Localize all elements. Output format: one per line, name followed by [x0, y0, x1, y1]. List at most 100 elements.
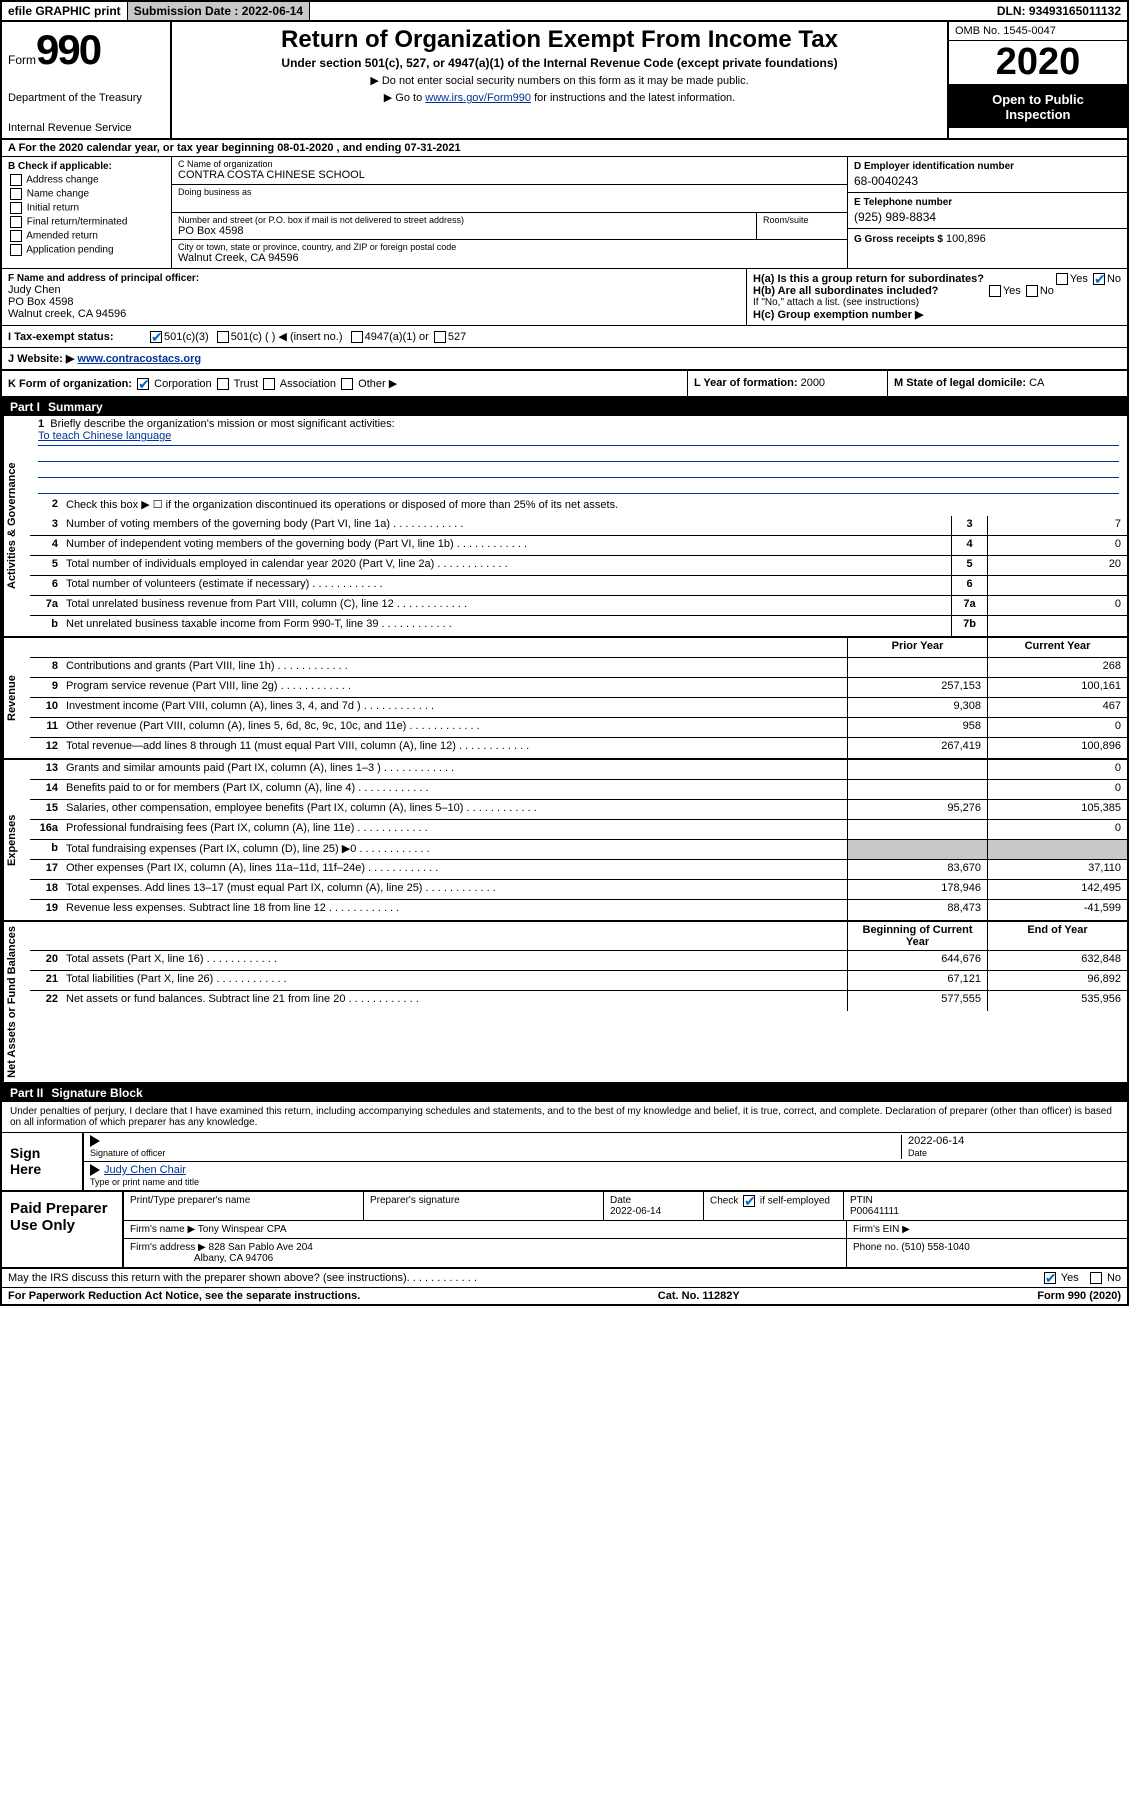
- signature-declaration: Under penalties of perjury, I declare th…: [2, 1102, 1127, 1133]
- summary-line: 7aTotal unrelated business revenue from …: [30, 596, 1127, 616]
- dln: DLN: 93493165011132: [991, 2, 1127, 20]
- gross-receipts: 100,896: [946, 233, 986, 245]
- chk-corporation[interactable]: [137, 378, 149, 390]
- chk-discuss-no[interactable]: [1090, 1272, 1102, 1284]
- summary-line: bNet unrelated business taxable income f…: [30, 616, 1127, 636]
- row-i-tax-status: I Tax-exempt status: 501(c)(3) 501(c) ( …: [2, 326, 1127, 348]
- line-a-tax-year: A For the 2020 calendar year, or tax yea…: [2, 140, 1127, 157]
- chk-4947[interactable]: [351, 331, 363, 343]
- form-990-page: efile GRAPHIC print Submission Date : 20…: [0, 0, 1129, 1306]
- summary-line: 5Total number of individuals employed in…: [30, 556, 1127, 576]
- sign-here-block: Sign Here Signature of officer 2022-06-1…: [2, 1133, 1127, 1192]
- city-state-zip: Walnut Creek, CA 94596: [178, 252, 841, 264]
- summary-line: 15Salaries, other compensation, employee…: [30, 800, 1127, 820]
- chk-501c[interactable]: [217, 331, 229, 343]
- arrow-icon: [90, 1164, 100, 1176]
- omb-number: OMB No. 1545-0047: [949, 22, 1127, 41]
- dept-treasury: Department of the Treasury: [8, 92, 164, 104]
- chk-527[interactable]: [434, 331, 446, 343]
- net-assets-section: Net Assets or Fund Balances Beginning of…: [2, 922, 1127, 1084]
- chk-address-change[interactable]: Address change: [8, 174, 165, 186]
- summary-line: 13Grants and similar amounts paid (Part …: [30, 760, 1127, 780]
- discuss-row: May the IRS discuss this return with the…: [2, 1269, 1127, 1287]
- chk-amended[interactable]: Amended return: [8, 230, 165, 242]
- summary-line: 3Number of voting members of the governi…: [30, 516, 1127, 536]
- form-title: Return of Organization Exempt From Incom…: [180, 26, 939, 54]
- chk-association[interactable]: [263, 378, 275, 390]
- expenses-section: Expenses 13Grants and similar amounts pa…: [2, 760, 1127, 922]
- summary-line: 16aProfessional fundraising fees (Part I…: [30, 820, 1127, 840]
- chk-self-employed[interactable]: [743, 1195, 755, 1207]
- chk-discuss-yes[interactable]: [1044, 1272, 1056, 1284]
- header-left: Form 990 Department of the Treasury Inte…: [2, 22, 172, 138]
- form-header: Form 990 Department of the Treasury Inte…: [2, 22, 1127, 140]
- paid-preparer-block: Paid Preparer Use Only Print/Type prepar…: [2, 1192, 1127, 1269]
- row-f-h: F Name and address of principal officer:…: [2, 269, 1127, 326]
- summary-line: 11Other revenue (Part VIII, column (A), …: [30, 718, 1127, 738]
- sign-date: 2022-06-14: [908, 1135, 964, 1147]
- ein: 68-0040243: [854, 174, 1121, 188]
- vlabel-net: Net Assets or Fund Balances: [2, 922, 30, 1082]
- mission-block: 1 Briefly describe the organization's mi…: [30, 416, 1127, 496]
- vlabel-exp: Expenses: [2, 760, 30, 920]
- row-j-website: J Website: ▶ www.contracostacs.org: [2, 348, 1127, 371]
- summary-line: bTotal fundraising expenses (Part IX, co…: [30, 840, 1127, 860]
- instruction-link: ▶ Go to www.irs.gov/Form990 for instruct…: [180, 91, 939, 104]
- row-k-l-m: K Form of organization: Corporation Trus…: [2, 371, 1127, 398]
- efile-label: efile GRAPHIC print: [2, 2, 128, 20]
- vlabel-ag: Activities & Governance: [2, 416, 30, 636]
- vlabel-rev: Revenue: [2, 638, 30, 758]
- firm-address: 828 San Pablo Ave 204: [209, 1242, 313, 1253]
- summary-line: 21Total liabilities (Part X, line 26)67,…: [30, 971, 1127, 991]
- arrow-icon: [90, 1135, 100, 1147]
- ptin: P00641111: [850, 1206, 899, 1217]
- dept-irs: Internal Revenue Service: [8, 122, 164, 134]
- header-right: OMB No. 1545-0047 2020 Open to Public In…: [947, 22, 1127, 138]
- entity-block: B Check if applicable: Address change Na…: [2, 157, 1127, 269]
- part-2-header: Part II Signature Block: [2, 1084, 1127, 1102]
- summary-line: 20Total assets (Part X, line 16)644,6766…: [30, 951, 1127, 971]
- footer-row: For Paperwork Reduction Act Notice, see …: [2, 1287, 1127, 1304]
- chk-app-pending[interactable]: Application pending: [8, 244, 165, 256]
- activities-governance: Activities & Governance 1 Briefly descri…: [2, 416, 1127, 638]
- org-name: CONTRA COSTA CHINESE SCHOOL: [178, 169, 841, 181]
- summary-line: 8Contributions and grants (Part VIII, li…: [30, 658, 1127, 678]
- website-link[interactable]: www.contracostacs.org: [77, 353, 201, 365]
- summary-line: 4Number of independent voting members of…: [30, 536, 1127, 556]
- irs-link[interactable]: www.irs.gov/Form990: [425, 92, 531, 104]
- chk-other[interactable]: [341, 378, 353, 390]
- officer-name-printed: Judy Chen Chair: [104, 1164, 186, 1176]
- summary-line: 18Total expenses. Add lines 13–17 (must …: [30, 880, 1127, 900]
- chk-initial-return[interactable]: Initial return: [8, 202, 165, 214]
- ha-no-checked: [1093, 273, 1105, 285]
- part-1-header: Part I Summary: [2, 398, 1127, 416]
- submission-date: Submission Date : 2022-06-14: [128, 2, 310, 20]
- paid-preparer-label: Paid Preparer Use Only: [2, 1192, 122, 1267]
- state-domicile: CA: [1029, 377, 1044, 389]
- cat-no: Cat. No. 11282Y: [658, 1290, 740, 1302]
- chk-final-return[interactable]: Final return/terminated: [8, 216, 165, 228]
- year-formation: 2000: [801, 377, 825, 389]
- prep-date: 2022-06-14: [610, 1206, 661, 1217]
- top-bar: efile GRAPHIC print Submission Date : 20…: [2, 2, 1127, 22]
- revenue-section: Revenue Prior YearCurrent Year 8Contribu…: [2, 638, 1127, 760]
- summary-line: 19Revenue less expenses. Subtract line 1…: [30, 900, 1127, 920]
- summary-line: 6Total number of volunteers (estimate if…: [30, 576, 1127, 596]
- summary-line: 22Net assets or fund balances. Subtract …: [30, 991, 1127, 1011]
- summary-line: 12Total revenue—add lines 8 through 11 (…: [30, 738, 1127, 758]
- chk-501c3[interactable]: [150, 331, 162, 343]
- form-ref: Form 990 (2020): [1037, 1290, 1121, 1302]
- form-subtitle: Under section 501(c), 527, or 4947(a)(1)…: [180, 56, 939, 70]
- chk-name-change[interactable]: Name change: [8, 188, 165, 200]
- chk-trust[interactable]: [217, 378, 229, 390]
- sign-here-label: Sign Here: [2, 1133, 82, 1190]
- firm-name: Tony Winspear CPA: [198, 1224, 287, 1235]
- mission-text: To teach Chinese language: [38, 430, 1119, 446]
- summary-line: 10Investment income (Part VIII, column (…: [30, 698, 1127, 718]
- box-f-officer: F Name and address of principal officer:…: [2, 269, 747, 325]
- firm-phone: (510) 558-1040: [901, 1242, 969, 1253]
- phone: (925) 989-8834: [854, 210, 1121, 224]
- summary-line: 17Other expenses (Part IX, column (A), l…: [30, 860, 1127, 880]
- header-center: Return of Organization Exempt From Incom…: [172, 22, 947, 138]
- instruction-ssn: ▶ Do not enter social security numbers o…: [180, 74, 939, 87]
